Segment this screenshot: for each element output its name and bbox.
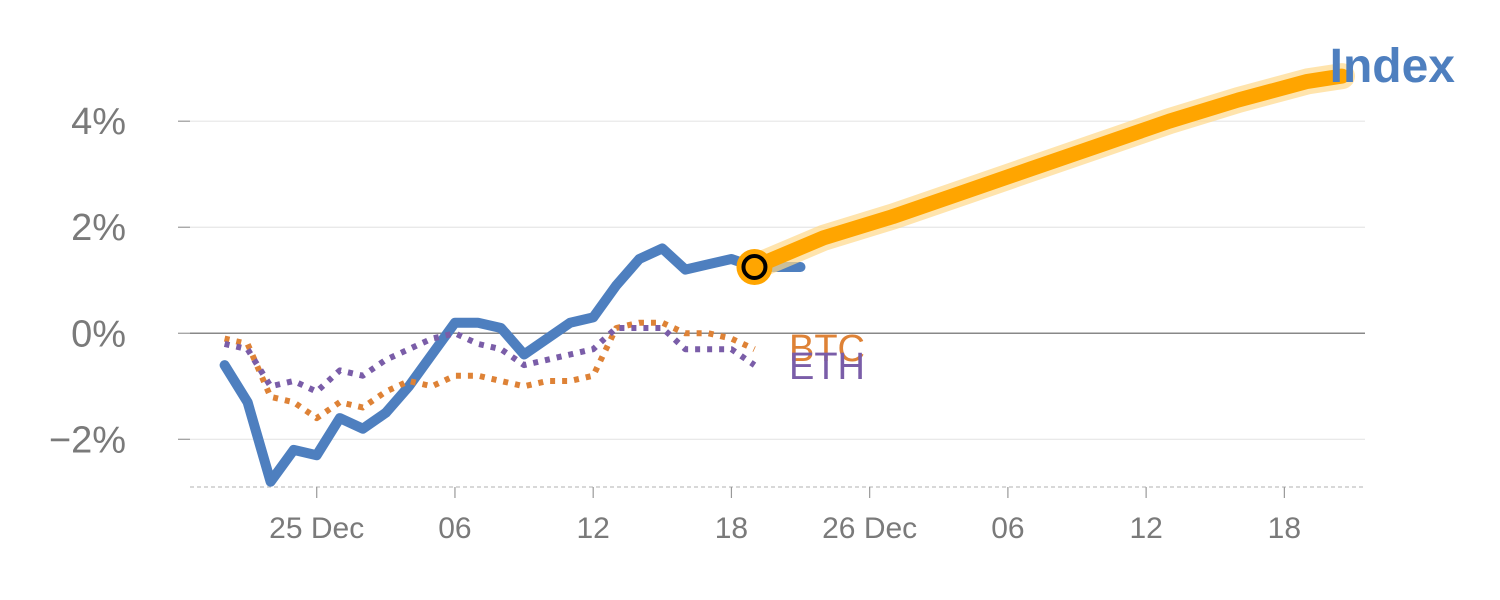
eth-line xyxy=(223,325,757,395)
series-labels: BTC ETH xyxy=(789,328,865,388)
projection-line xyxy=(747,68,1350,275)
chart-title: Index xyxy=(1330,40,1456,93)
x-tick-label: 06 xyxy=(438,512,471,545)
x-tick-label: 12 xyxy=(576,512,609,545)
index-line xyxy=(219,243,806,487)
x-tick-label: 12 xyxy=(1129,512,1162,545)
series-lines xyxy=(219,63,1355,487)
y-tick-label: 4% xyxy=(71,101,126,143)
x-tick-label: 26 Dec xyxy=(822,512,917,545)
x-tick-label: 06 xyxy=(991,512,1024,545)
y-tick-label: 0% xyxy=(71,313,126,355)
y-tick-label: −2% xyxy=(49,419,126,461)
btc-series-label: BTC xyxy=(789,328,865,370)
y-tick-label: 2% xyxy=(71,207,126,249)
gridlines xyxy=(190,120,1365,440)
axes: 4% 2% 0% −2% 25 Dec 06 12 18 26 Dec 06 12 18 xyxy=(49,101,1365,545)
x-tick-label: 18 xyxy=(715,512,748,545)
x-tick-label: 25 Dec xyxy=(269,512,364,545)
btc-line xyxy=(223,319,756,422)
endpoint-marker-ring xyxy=(741,253,768,280)
eth-series-label: ETH xyxy=(789,346,865,388)
x-tick-label: 18 xyxy=(1268,512,1301,545)
